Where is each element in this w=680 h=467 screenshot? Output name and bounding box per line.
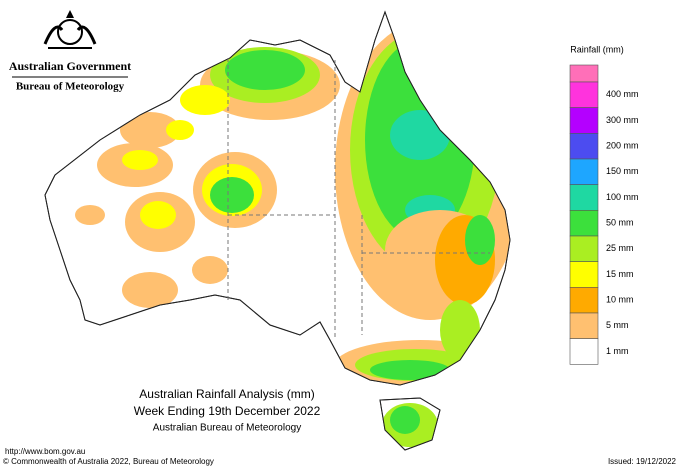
government-name: Australian Government — [9, 59, 131, 73]
legend-label: 100 mm — [606, 192, 639, 202]
legend-swatch — [569, 287, 599, 314]
footer-url: http://www.bom.gov.au — [5, 447, 85, 456]
australia-map — [44, 11, 511, 451]
footer-copyright: © Commonwealth of Australia 2022, Bureau… — [3, 457, 214, 466]
legend-label: 50 mm — [606, 218, 634, 228]
legend-swatch — [569, 261, 599, 288]
map-title: Australian Rainfall Analysis (mm) — [139, 387, 314, 401]
legend-label: 25 mm — [606, 243, 634, 253]
legend-label: 5 mm — [606, 320, 629, 330]
legend-label: 1 mm — [606, 346, 629, 356]
map-source: Australian Bureau of Meteorology — [153, 423, 301, 434]
legend-label: 150 mm — [606, 166, 639, 176]
legend-label: 400 mm — [606, 89, 639, 99]
legend-swatch — [569, 235, 599, 262]
legend-swatch — [569, 81, 599, 108]
footer-issued: Issued: 19/12/2022 — [608, 457, 677, 466]
legend-swatch — [569, 184, 599, 211]
logo — [12, 10, 128, 78]
legend-swatch — [569, 64, 599, 83]
legend-swatch — [569, 107, 599, 134]
legend-label: 10 mm — [606, 295, 634, 305]
legend-label: 15 mm — [606, 269, 634, 279]
legend-swatch — [569, 133, 599, 160]
map-subtitle: Week Ending 19th December 2022 — [134, 404, 321, 418]
bureau-name: Bureau of Meteorology — [16, 81, 125, 93]
legend-label: 200 mm — [606, 141, 639, 151]
legend-swatch — [569, 312, 599, 339]
legend-swatch — [569, 338, 599, 365]
legend-title: Rainfall (mm) — [570, 44, 624, 54]
legend-label: 300 mm — [606, 115, 639, 125]
legend-swatch — [569, 158, 599, 185]
legend-swatch — [569, 210, 599, 237]
legend: Rainfall (mm) 400 mm 300 mm 200 mm 150 mm 10… — [569, 44, 639, 365]
